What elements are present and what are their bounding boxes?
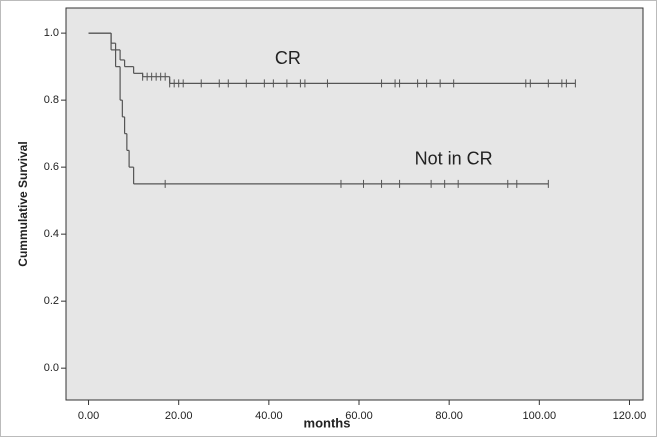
y-tick-label: 1.0 xyxy=(44,27,59,39)
y-tick-label: 0.0 xyxy=(44,362,59,374)
x-tick-label: 80.00 xyxy=(435,410,463,422)
x-tick-label: 0.00 xyxy=(78,410,99,422)
y-tick-label: 0.4 xyxy=(44,228,59,240)
x-tick-label: 100.00 xyxy=(522,410,556,422)
x-axis-label: months xyxy=(304,415,351,430)
series-label: Not in CR xyxy=(415,149,493,169)
x-tick-label: 120.00 xyxy=(613,410,647,422)
x-tick-label: 60.00 xyxy=(345,410,373,422)
plot-area xyxy=(65,7,644,401)
y-tick-label: 0.6 xyxy=(44,161,59,173)
series-label: CR xyxy=(275,48,301,68)
y-axis-label: Cummulative Survival xyxy=(16,141,30,266)
y-tick-label: 0.8 xyxy=(44,94,59,106)
x-tick-label: 40.00 xyxy=(255,410,283,422)
y-tick-label: 0.2 xyxy=(44,295,59,307)
x-tick-label: 20.00 xyxy=(165,410,193,422)
